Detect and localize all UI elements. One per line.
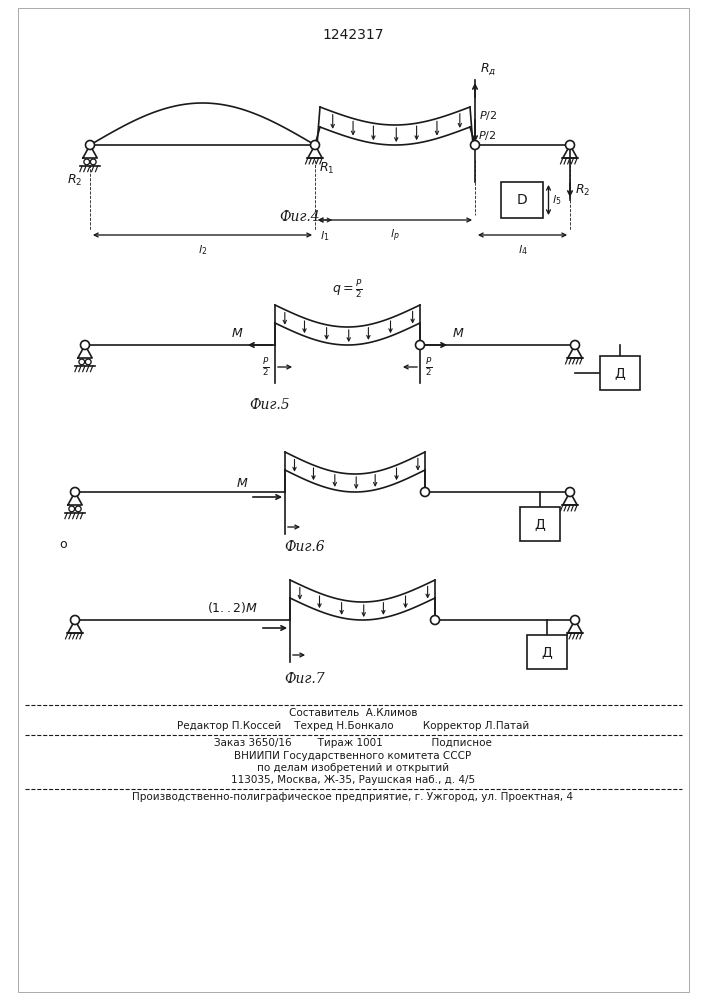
- Text: $R_2$: $R_2$: [66, 172, 82, 188]
- Text: $R_2$: $R_2$: [575, 182, 590, 198]
- Text: o: o: [59, 538, 67, 550]
- Text: $R_1$: $R_1$: [319, 161, 334, 176]
- Circle shape: [571, 340, 580, 350]
- Text: ВНИИПИ Государственного комитета СССР: ВНИИПИ Государственного комитета СССР: [235, 751, 472, 761]
- Circle shape: [86, 140, 95, 149]
- Text: $l_1$: $l_1$: [320, 229, 329, 243]
- Text: Редактор П.Коссей    Техред Н.Бонкало         Корректор Л.Патай: Редактор П.Коссей Техред Н.Бонкало Корре…: [177, 721, 529, 731]
- Text: Д: Д: [614, 366, 626, 380]
- Text: по делам изобретений и открытий: по делам изобретений и открытий: [257, 763, 449, 773]
- Text: Фиг.7: Фиг.7: [285, 672, 325, 686]
- Circle shape: [470, 140, 479, 149]
- Text: Заказ 3650/16        Тираж 1001               Подписное: Заказ 3650/16 Тираж 1001 Подписное: [214, 738, 492, 748]
- Text: $\frac{P}{2}$: $\frac{P}{2}$: [425, 356, 433, 378]
- Text: $P/2$: $P/2$: [479, 108, 497, 121]
- Circle shape: [71, 488, 79, 496]
- Circle shape: [566, 488, 575, 496]
- Text: Фиг.6: Фиг.6: [285, 540, 325, 554]
- Text: Производственно-полиграфическое предприятие, г. Ужгород, ул. Проектная, 4: Производственно-полиграфическое предприя…: [132, 792, 573, 802]
- Bar: [600, 356, 640, 390]
- Text: M: M: [236, 477, 247, 490]
- Text: Фиг.5: Фиг.5: [250, 398, 291, 412]
- Circle shape: [71, 615, 79, 624]
- Bar: [527, 635, 567, 669]
- Text: $P/2$: $P/2$: [478, 129, 496, 142]
- Circle shape: [571, 615, 580, 624]
- Text: $l_p$: $l_p$: [390, 228, 400, 244]
- Text: D: D: [517, 193, 528, 207]
- Text: Составитель  А.Климов: Составитель А.Климов: [288, 708, 417, 718]
- Text: M: M: [231, 327, 242, 340]
- Text: 113035, Москва, Ж-35, Раушская наб., д. 4/5: 113035, Москва, Ж-35, Раушская наб., д. …: [231, 775, 475, 785]
- Text: Д: Д: [534, 517, 545, 531]
- Text: $l_4$: $l_4$: [518, 243, 527, 257]
- Text: $l_5$: $l_5$: [552, 193, 562, 207]
- Circle shape: [431, 615, 440, 624]
- Text: $l_2$: $l_2$: [198, 243, 207, 257]
- Circle shape: [416, 340, 424, 350]
- Text: $q=\frac{P}{2}$: $q=\frac{P}{2}$: [332, 278, 363, 300]
- Circle shape: [81, 340, 90, 350]
- Circle shape: [566, 140, 575, 149]
- Text: Фиг.4: Фиг.4: [280, 210, 320, 224]
- Bar: [501, 182, 544, 218]
- Text: $(1..2)M$: $(1..2)M$: [207, 600, 258, 615]
- Text: M: M: [453, 327, 464, 340]
- Circle shape: [310, 140, 320, 149]
- Circle shape: [421, 488, 429, 496]
- Text: Д: Д: [542, 645, 552, 659]
- Text: $R_д$: $R_д$: [480, 61, 496, 77]
- Text: 1242317: 1242317: [322, 28, 384, 42]
- Text: $\frac{P}{2}$: $\frac{P}{2}$: [262, 356, 270, 378]
- Bar: [520, 507, 560, 541]
